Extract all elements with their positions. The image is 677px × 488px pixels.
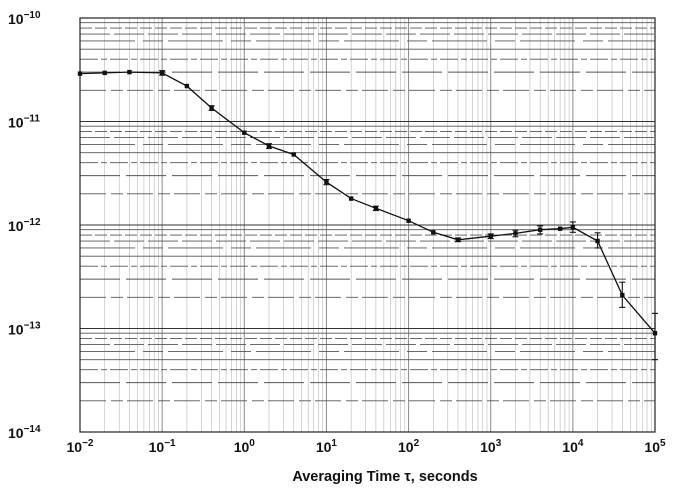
data-point <box>455 237 461 242</box>
data-point <box>184 83 190 89</box>
data-point <box>431 230 436 235</box>
y-tick-label: 10−12 <box>8 217 41 234</box>
data-point <box>488 233 493 239</box>
plot-border <box>79 17 656 433</box>
data-point <box>557 226 563 231</box>
series-line <box>79 71 656 334</box>
y-tick-label: 10−11 <box>8 114 40 131</box>
data-point <box>324 179 329 185</box>
y-tick-label: 10−10 <box>8 10 41 27</box>
data-point <box>570 225 576 230</box>
plot-frame <box>79 17 656 433</box>
data-point <box>77 71 83 76</box>
y-axis-tick-labels: 10−10 10−11 10−12 10−13 10−14 <box>8 10 41 441</box>
data-point <box>620 292 625 298</box>
y-tick-label: 10−13 <box>8 321 41 338</box>
data-series <box>77 69 658 361</box>
x-tick-label: 104 <box>562 438 584 455</box>
x-tick-label: 10−1 <box>149 438 176 455</box>
x-axis-title: Averaging Time τ, seconds <box>292 469 477 485</box>
x-tick-label: 105 <box>644 438 666 455</box>
x-tick-label: 101 <box>316 438 338 455</box>
x-tick-label: 102 <box>398 438 420 455</box>
data-point <box>373 206 379 211</box>
data-point <box>652 331 658 336</box>
data-point <box>595 238 600 244</box>
data-point <box>348 196 354 201</box>
data-point <box>291 152 296 157</box>
x-tick-label: 103 <box>480 438 502 455</box>
x-tick-label: 10−2 <box>67 438 94 455</box>
data-point <box>127 69 132 75</box>
x-tick-label: 100 <box>234 438 256 455</box>
data-point <box>266 143 272 149</box>
data-point <box>242 130 247 135</box>
data-point <box>537 227 543 232</box>
y-tick-label: 10−14 <box>8 424 41 441</box>
data-point <box>209 105 214 111</box>
x-axis-tick-labels: 10−2 10−1 100 101 102 103 104 105 <box>67 438 667 455</box>
grid <box>79 18 655 433</box>
data-point <box>513 231 518 236</box>
data-point <box>102 70 107 76</box>
data-point <box>406 218 411 223</box>
data-point <box>159 70 165 76</box>
